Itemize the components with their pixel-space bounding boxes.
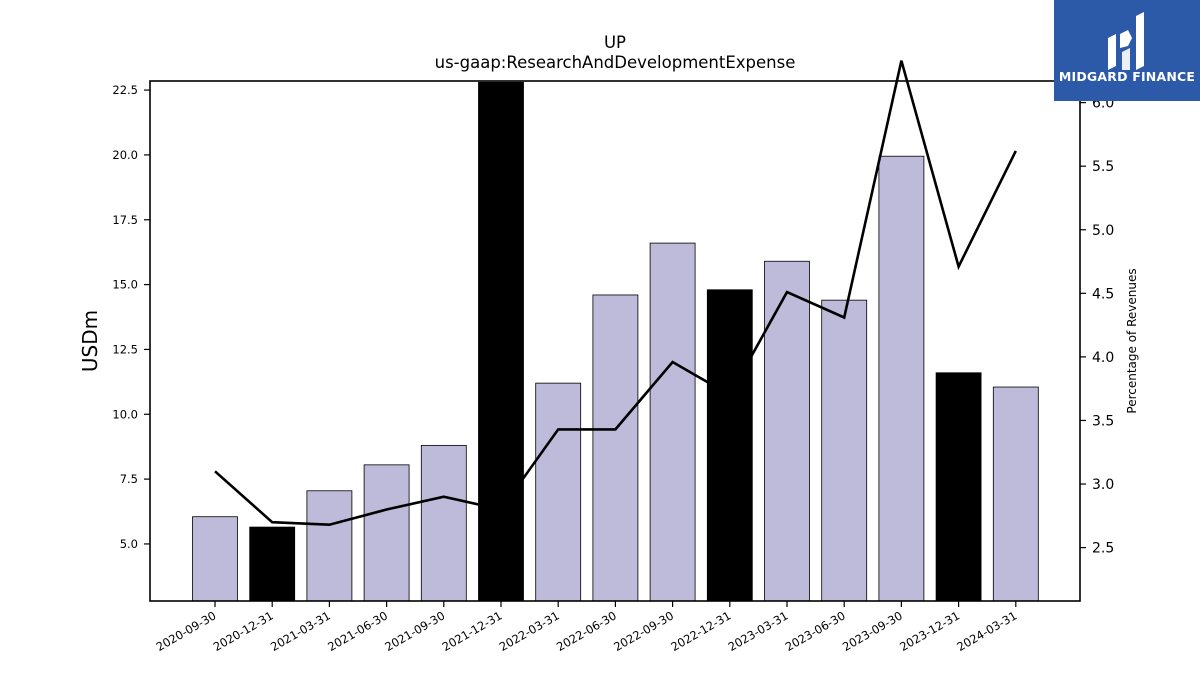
y-tick-label: 17.5 [112, 213, 138, 227]
x-tick-label: 2024-03-31 [954, 608, 1019, 654]
x-tick-label: 2020-09-30 [154, 608, 219, 654]
x-tick-label: 2020-12-31 [211, 608, 276, 654]
x-tick-label: 2022-03-31 [497, 608, 562, 654]
y-tick-label: 12.5 [112, 342, 138, 356]
y-tick-label: 10.0 [112, 407, 138, 421]
chart-subtitle: us-gaap:ResearchAndDevelopmentExpense [435, 53, 796, 72]
y-tick-label: 15.0 [112, 278, 138, 292]
line-group [214, 60, 1017, 527]
y-axis-label: USDm [78, 310, 102, 372]
logo-text: MIDGARD FINANCE [1058, 69, 1196, 84]
x-tick-label: 2022-09-30 [611, 608, 676, 654]
x-tick-label: 2022-12-31 [668, 608, 733, 654]
y2-tick-label: 3.5 [1092, 413, 1114, 429]
midgard-logo-icon [1108, 12, 1144, 70]
x-tick-label: 2021-09-30 [382, 608, 447, 654]
y-tick-label: 7.5 [120, 472, 138, 486]
bar-2022-06-30 [592, 294, 639, 602]
x-tick-label: 2023-06-30 [783, 608, 848, 654]
bar-2020-12-31 [249, 526, 296, 602]
y2-tick-label: 5.0 [1092, 223, 1114, 239]
y2-tick-label: 2.5 [1092, 541, 1114, 557]
y-tick-label: 5.0 [120, 537, 138, 551]
x-tick-label: 2022-06-30 [554, 608, 619, 654]
bar-2023-09-30 [878, 155, 925, 602]
y2-axis-label: Percentage of Revenues [1125, 268, 1139, 413]
bar-2021-09-30 [420, 444, 467, 602]
x-tick-label: 2023-09-30 [840, 608, 905, 654]
bar-2022-03-31 [535, 382, 582, 602]
bar-2022-12-31 [706, 289, 753, 602]
bar-2021-12-31 [478, 81, 524, 602]
x-tick-label: 2021-12-31 [440, 608, 505, 654]
y2-tick-label: 5.5 [1092, 159, 1114, 175]
bar-group [192, 81, 1039, 602]
bar-2023-03-31 [764, 260, 810, 602]
bar-2022-09-30 [649, 242, 696, 602]
y-tick-label: 20.0 [112, 148, 138, 162]
y2-tick-label: 4.0 [1092, 350, 1114, 366]
x-tick-label: 2023-03-31 [726, 608, 791, 654]
chart-title: UP [604, 33, 626, 52]
bar-2023-12-31 [935, 372, 982, 602]
x-tick-label: 2021-03-31 [268, 608, 333, 654]
y2-tick-label: 3.0 [1092, 477, 1114, 493]
percentage-line [214, 60, 1017, 527]
bar-2021-03-31 [306, 490, 353, 602]
y2-tick-label: 4.5 [1092, 286, 1114, 302]
bar-2023-06-30 [821, 299, 868, 602]
bar-2024-03-31 [992, 386, 1039, 602]
bar-2021-06-30 [363, 464, 410, 602]
x-tick-label: 2021-06-30 [325, 608, 390, 654]
bar-2020-09-30 [192, 516, 238, 602]
y-tick-label: 22.5 [112, 83, 138, 97]
x-tick-label: 2023-12-31 [897, 608, 962, 654]
